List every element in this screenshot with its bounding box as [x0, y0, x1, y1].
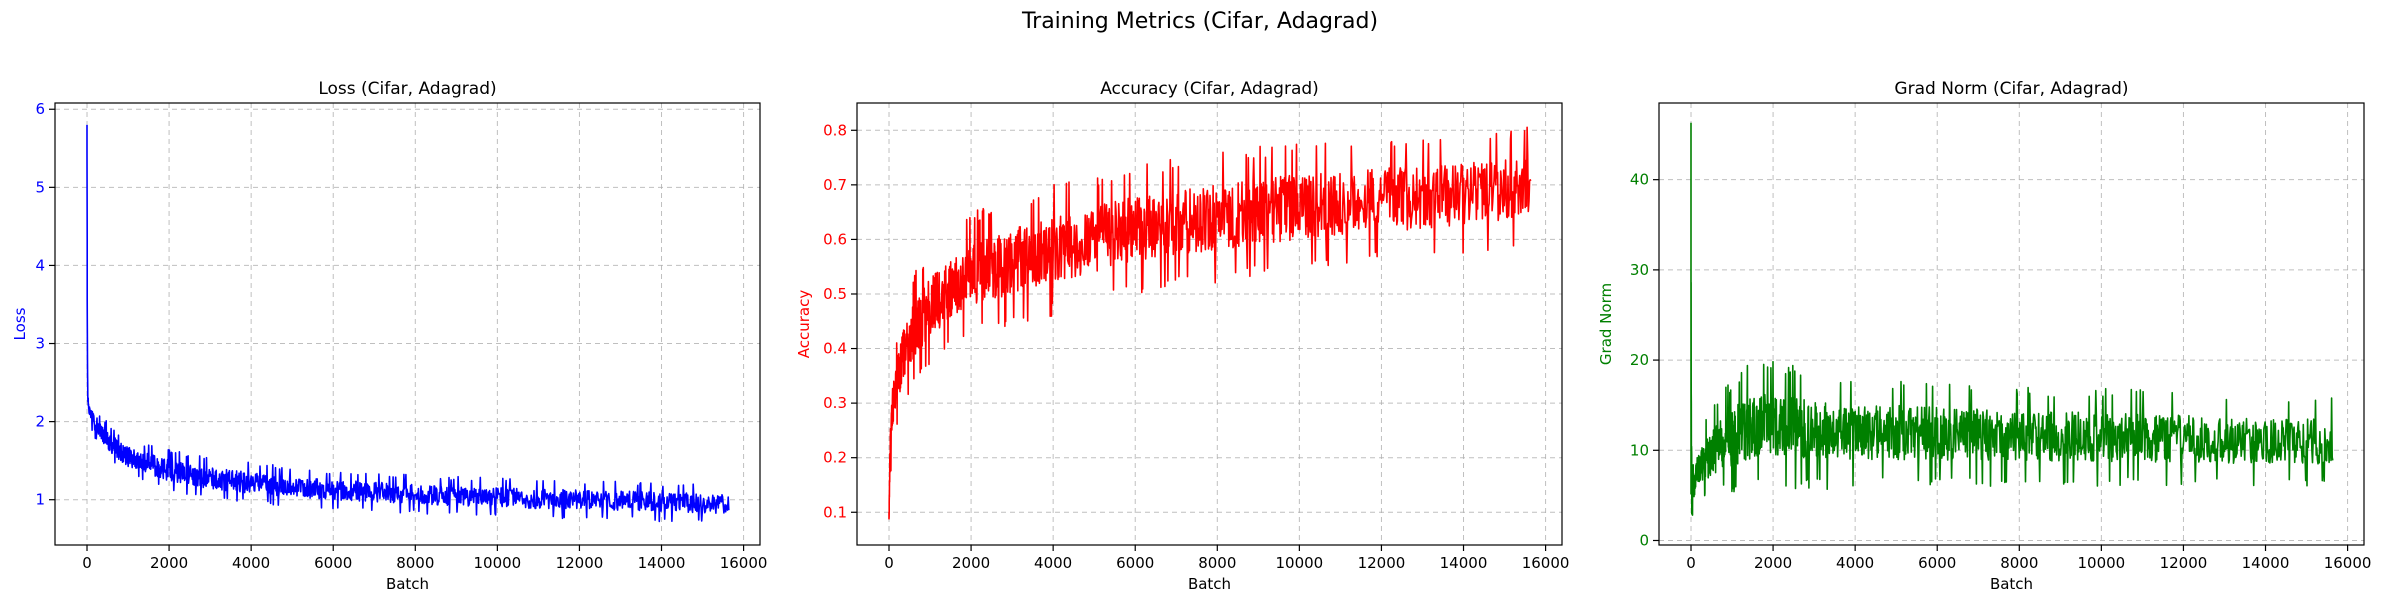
y-tick-label-0: 1	[35, 491, 45, 509]
panel-title: Loss (Cifar, Adagrad)	[318, 79, 496, 99]
x-axis-label: Batch	[386, 575, 429, 593]
series-line-1	[86, 124, 730, 523]
series-line-1	[1690, 122, 2334, 516]
y-tick-label-6: 0.7	[823, 176, 847, 194]
y-tick-label-1: 10	[1630, 441, 1649, 459]
figure-title: Training Metrics (Cifar, Adagrad)	[1021, 9, 1378, 34]
x-tick-label-7: 14000	[2242, 554, 2290, 572]
y-tick-label-0: 0	[1639, 531, 1649, 549]
y-tick-label-0: 0.1	[823, 503, 847, 521]
y-tick-label-3: 4	[35, 256, 45, 274]
panel-title: Grad Norm (Cifar, Adagrad)	[1894, 79, 2128, 99]
x-tick-label-3: 6000	[314, 554, 352, 572]
y-tick-label-2: 3	[35, 335, 45, 353]
x-tick-label-7: 14000	[1440, 554, 1488, 572]
x-tick-label-8: 16000	[1522, 554, 1570, 572]
y-tick-label-3: 30	[1630, 261, 1649, 279]
y-tick-label-4: 5	[35, 178, 45, 196]
y-tick-label-5: 6	[35, 100, 45, 118]
x-tick-label-5: 10000	[2078, 554, 2126, 572]
y-axis-label: Accuracy	[795, 290, 813, 359]
y-tick-label-7: 0.8	[823, 121, 847, 139]
x-tick-label-2: 4000	[1034, 554, 1072, 572]
x-axis-label: Batch	[1990, 575, 2033, 593]
y-axis-label: Loss	[11, 307, 29, 340]
x-tick-label-2: 4000	[232, 554, 270, 572]
x-tick-label-8: 16000	[2324, 554, 2372, 572]
x-tick-label-1: 2000	[952, 554, 990, 572]
y-tick-label-2: 20	[1630, 351, 1649, 369]
series-line-1	[888, 126, 1532, 520]
x-tick-label-8: 16000	[720, 554, 768, 572]
chart-panels: 0 2000 4000 6000 8000 10000 12000 14000 16000123…	[11, 79, 2371, 593]
chart-panel-2: 0 2000 4000 6000 8000 10000 12000 14000 16000 0.1…	[795, 79, 1569, 593]
x-tick-label-7: 14000	[638, 554, 686, 572]
plot-frame	[54, 102, 761, 546]
x-tick-label-0: 0	[1686, 554, 1696, 572]
chart-panel-3: 0 2000 4000 6000 8000 10000 12000 14000 16000 0 10…	[1597, 79, 2371, 593]
x-tick-label-6: 12000	[2160, 554, 2208, 572]
panel-title: Accuracy (Cifar, Adagrad)	[1100, 79, 1319, 99]
y-axis-label: Grad Norm	[1597, 283, 1615, 365]
x-tick-label-4: 8000	[396, 554, 434, 572]
x-tick-label-3: 6000	[1918, 554, 1956, 572]
y-tick-label-2: 0.3	[823, 394, 847, 412]
y-tick-label-1: 2	[35, 413, 45, 431]
x-tick-label-2: 4000	[1836, 554, 1874, 572]
y-tick-label-1: 0.2	[823, 449, 847, 467]
x-tick-label-6: 12000	[1358, 554, 1406, 572]
x-tick-label-5: 10000	[1276, 554, 1324, 572]
x-tick-label-4: 8000	[1198, 554, 1236, 572]
x-axis-label: Batch	[1188, 575, 1231, 593]
y-tick-label-3: 0.4	[823, 340, 847, 358]
plot-frame	[1658, 102, 2365, 546]
y-tick-label-4: 0.5	[823, 285, 847, 303]
chart-panel-1: 0 2000 4000 6000 8000 10000 12000 14000 16000 1 2 3…	[11, 79, 767, 593]
x-tick-label-1: 2000	[1754, 554, 1792, 572]
x-tick-label-4: 8000	[2000, 554, 2038, 572]
x-tick-label-0: 0	[884, 554, 894, 572]
x-tick-label-3: 6000	[1116, 554, 1154, 572]
plot-frame	[856, 102, 1563, 546]
x-tick-label-5: 10000	[474, 554, 522, 572]
x-tick-label-6: 12000	[556, 554, 604, 572]
y-tick-label-5: 0.6	[823, 230, 847, 248]
y-tick-label-4: 40	[1630, 171, 1649, 189]
x-tick-label-1: 2000	[150, 554, 188, 572]
x-tick-label-0: 0	[82, 554, 92, 572]
